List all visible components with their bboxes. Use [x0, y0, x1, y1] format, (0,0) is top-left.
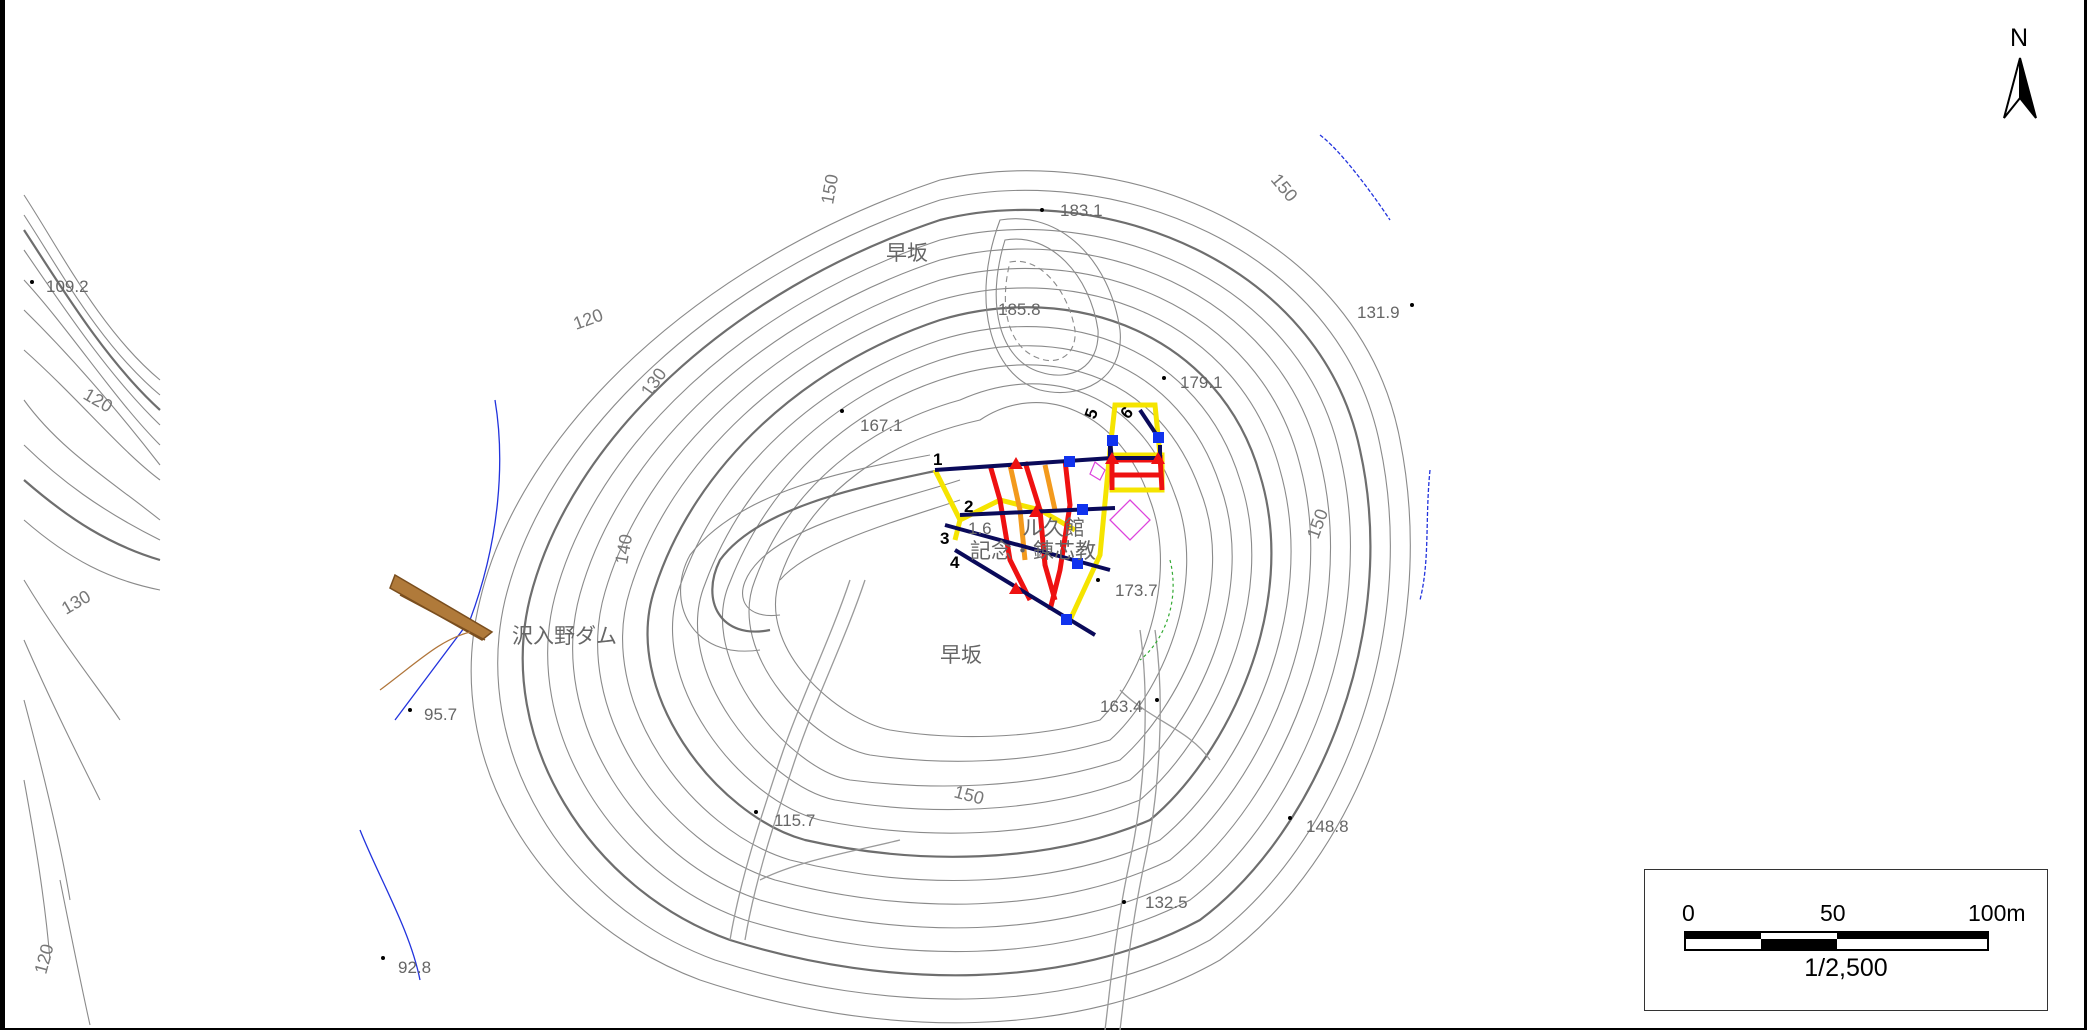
scale-ratio: 1/2,500	[1804, 954, 1888, 982]
contour-label-150-north: 150	[817, 173, 842, 206]
contour-label-150-east: 150	[1303, 506, 1332, 541]
north-label: N	[2010, 24, 2029, 52]
survey-overlay	[932, 402, 1174, 661]
orange-zone-lines	[1007, 464, 1058, 561]
section-number-3: 3	[940, 529, 949, 548]
contours-mountain	[470, 170, 1411, 1024]
roads	[729, 579, 1211, 1030]
section-number-1: 1	[933, 450, 942, 469]
section-number-4: 4	[950, 553, 960, 572]
spot-height-179-1: 179.1	[1180, 373, 1223, 392]
section-number-5: 5	[1081, 406, 1102, 421]
contour-label-150-northeast: 150	[1267, 170, 1302, 206]
spot-height-132-5: 132.5	[1145, 893, 1188, 912]
contour-label-140-center: 140	[611, 533, 636, 566]
place-name-hayasaka-north: 早坂	[886, 242, 928, 265]
spot-height-185-8: 185.8	[998, 300, 1041, 319]
scale-tick-100: 100m	[1968, 900, 2026, 926]
contour-label-120-west: 120	[80, 384, 116, 416]
spot-height-167-1: 167.1	[860, 416, 903, 435]
spot-height-131-9: 131.9	[1357, 303, 1400, 322]
spot-height-1-6: 1.6	[968, 519, 992, 538]
contour-label-130-west: 130	[58, 586, 94, 618]
section-number-2: 2	[964, 497, 973, 516]
contours-west	[23, 194, 161, 1026]
scale-bar: 0 50 100m 1/2,500	[1644, 869, 2048, 1011]
dam-structure	[379, 573, 494, 691]
yellow-zone-east	[1067, 402, 1163, 622]
building-label-1: ル久館	[1022, 517, 1085, 540]
place-name-hayasaka-south: 早坂	[940, 644, 982, 667]
contour-label-130-center: 130	[637, 364, 671, 400]
contour-label-150-south: 150	[952, 782, 986, 809]
spot-height-148-8: 148.8	[1306, 817, 1349, 836]
spot-height-163-4: 163.4	[1100, 697, 1143, 716]
contour-label-120-center: 120	[571, 305, 606, 334]
north-arrow-icon	[2003, 57, 2037, 119]
scale-tick-0: 0	[1682, 900, 1695, 926]
building-label-2: 記念・錬芯教	[970, 540, 1096, 563]
place-name-dam: 沢入野ダム	[512, 625, 617, 648]
contours-summit	[680, 218, 1121, 652]
scale-tick-50: 50	[1820, 900, 1846, 926]
blue-markers	[1061, 432, 1164, 625]
red-markers	[1009, 452, 1165, 594]
spot-height-183-1: 183.1	[1060, 201, 1103, 220]
contour-label-120-southwest: 120	[31, 942, 58, 976]
spot-height-109-2: 109.2	[46, 277, 89, 296]
red-zone-lines	[987, 459, 1073, 611]
spot-height-92-8: 92.8	[398, 958, 431, 977]
scale-graphic	[1684, 931, 1989, 951]
spot-height-95-7: 95.7	[424, 705, 457, 724]
water-features	[359, 134, 1431, 981]
spot-height-173-7: 173.7	[1115, 581, 1158, 600]
spot-height-115-7: 115.7	[774, 811, 815, 830]
section-line-1	[934, 456, 1113, 472]
